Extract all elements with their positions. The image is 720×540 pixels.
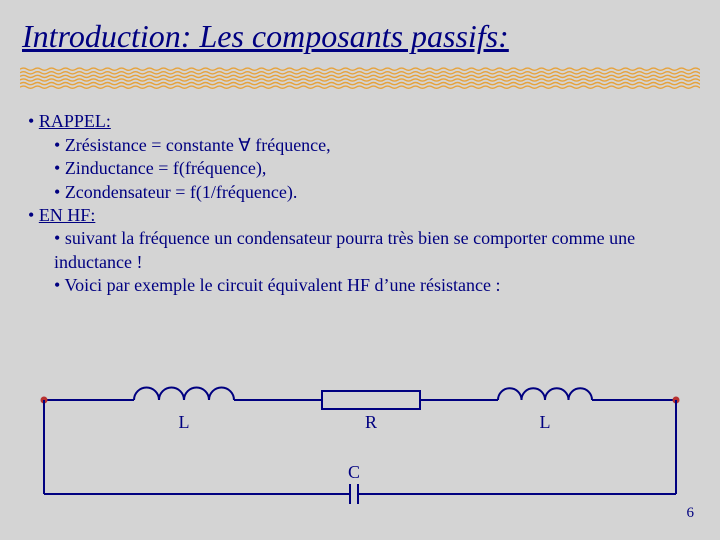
decorative-waves <box>0 65 720 104</box>
enhf-heading: • EN HF: <box>28 204 692 227</box>
enhf-item: • suivant la fréquence un condensateur p… <box>28 227 692 274</box>
svg-text:C: C <box>348 462 360 482</box>
rappel-heading: • RAPPEL: <box>28 110 692 133</box>
rappel-item: • Zrésistance = constante ∀ fréquence, <box>28 134 692 157</box>
content-body: • RAPPEL: • Zrésistance = constante ∀ fr… <box>0 108 720 297</box>
svg-text:L: L <box>179 412 190 432</box>
rappel-item: • Zinductance = f(fréquence), <box>28 157 692 180</box>
circuit-diagram: L R L C <box>30 382 692 522</box>
svg-text:R: R <box>365 412 377 432</box>
page-title: Introduction: Les composants passifs: <box>0 0 720 61</box>
page-number: 6 <box>687 505 695 522</box>
rappel-item: • Zcondensateur = f(1/fréquence). <box>28 181 692 204</box>
svg-text:L: L <box>540 412 551 432</box>
enhf-item: • Voici par exemple le circuit équivalen… <box>28 274 692 297</box>
